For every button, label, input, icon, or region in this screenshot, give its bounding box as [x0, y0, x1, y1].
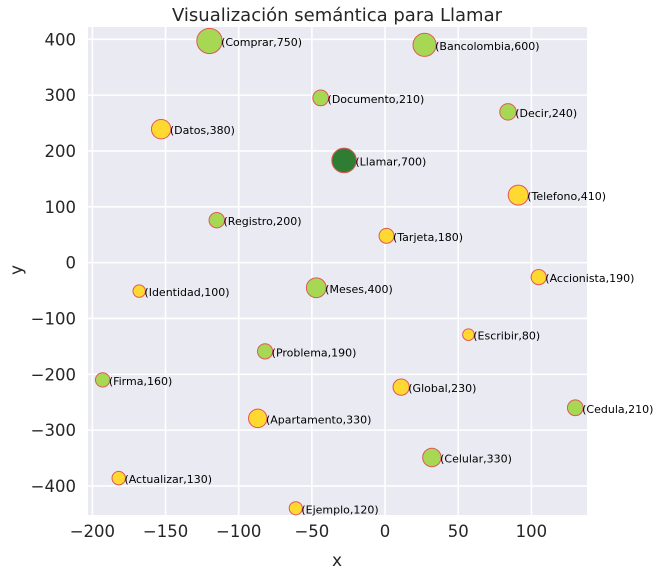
point-label-global: (Global,230)	[408, 382, 476, 395]
point-global	[392, 378, 410, 396]
data-points	[94, 27, 584, 516]
x-tick-label: −50	[294, 522, 329, 541]
point-comprar	[196, 27, 223, 55]
point-label-actualizar: (Actualizar,130)	[124, 473, 212, 486]
point-label-documento: (Documento,210)	[328, 93, 425, 106]
point-label-apartamento: (Apartamento,330)	[266, 413, 371, 426]
y-axis-label: y	[7, 265, 27, 275]
point-meses	[305, 277, 327, 299]
point-apartamento	[248, 408, 268, 429]
point-registro	[208, 211, 226, 229]
point-cedula	[566, 399, 584, 417]
y-tick-label: 100	[45, 198, 77, 217]
point-label-accionista: (Accionista,190)	[545, 272, 634, 285]
point-tarjeta	[378, 227, 395, 244]
y-tick-label: −300	[31, 421, 76, 440]
y-tick-label: −400	[31, 477, 76, 496]
point-label-comprar: (Comprar,750)	[221, 36, 302, 49]
point-telefono	[507, 184, 529, 206]
point-llamar	[331, 147, 357, 174]
point-firma	[94, 372, 111, 388]
point-identidad	[132, 284, 146, 298]
point-label-llamar: (Llamar,700)	[355, 155, 426, 168]
x-tick-label: −100	[216, 522, 261, 541]
point-celular	[422, 447, 442, 468]
point-label-problema: (Problema,190)	[272, 346, 357, 359]
y-tick-label: 400	[45, 30, 77, 49]
point-label-meses: (Meses,400)	[325, 283, 393, 296]
y-tick-label: −100	[31, 309, 76, 328]
y-tick-label: 200	[45, 142, 77, 161]
point-label-bancolombia: (Bancolombia,600)	[435, 40, 539, 53]
point-documento	[312, 89, 330, 107]
point-label-celular: (Celular,330)	[440, 452, 512, 465]
point-label-registro: (Registro,200)	[224, 215, 302, 228]
point-label-escribir: (Escribir,80)	[473, 330, 540, 343]
point-label-firma: (Firma,160)	[109, 375, 172, 388]
point-problema	[256, 343, 274, 360]
point-label-decir: (Decir,240)	[515, 107, 577, 120]
point-label-tarjeta: (Tarjeta,180)	[393, 231, 463, 244]
point-label-telefono: (Telefono,410)	[527, 190, 606, 203]
point-accionista	[530, 269, 547, 286]
point-bancolombia	[412, 32, 437, 57]
x-tick-labels: −200 −150 −100 −50 0 50 100	[70, 522, 547, 541]
x-tick-label: 0	[380, 522, 391, 541]
x-tick-label: −200	[70, 522, 115, 541]
y-tick-label: 300	[45, 86, 77, 105]
y-tick-label: 0	[66, 254, 77, 273]
x-tick-label: 50	[448, 522, 469, 541]
x-tick-label: −150	[143, 522, 188, 541]
x-tick-label: 100	[516, 522, 548, 541]
point-decir	[499, 103, 517, 121]
point-label-datos: (Datos,380)	[170, 124, 235, 137]
point-ejemplo	[288, 501, 303, 516]
y-tick-label: −200	[31, 365, 76, 384]
chart-title: Visualización semántica para Llamar	[172, 5, 503, 26]
point-actualizar	[111, 470, 126, 486]
point-label-ejemplo: (Ejemplo,120)	[301, 503, 378, 516]
point-label-identidad: (Identidad,100)	[144, 286, 229, 299]
point-label-cedula: (Cedula,210)	[582, 403, 653, 416]
point-escribir	[462, 328, 475, 341]
x-axis-label: x	[332, 551, 342, 571]
point-datos	[150, 118, 172, 140]
point-labels: (Comprar,750) (Bancolombia,600) (Documento…	[109, 36, 654, 516]
y-tick-labels: 400 300 200 100 0 −100 −200 −300 −400	[31, 30, 76, 496]
